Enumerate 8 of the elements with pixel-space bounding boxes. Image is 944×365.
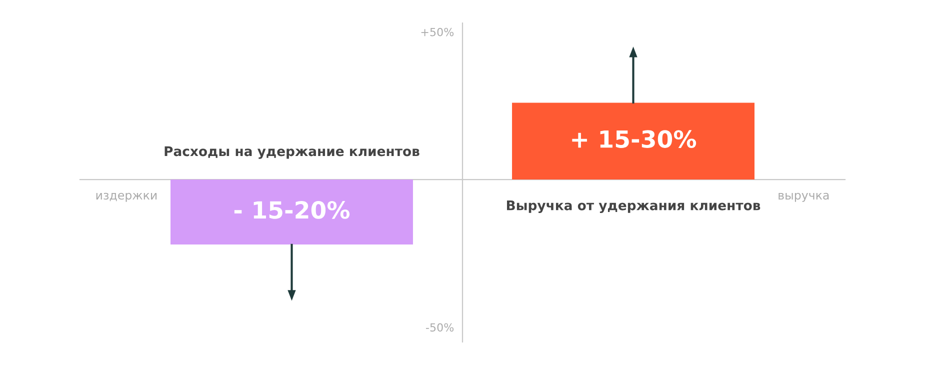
annotation: выручка	[778, 192, 829, 202]
annotation: + 15-30%	[572, 130, 696, 148]
x-tick-label: Выручка от удержания клиентов	[506, 200, 760, 213]
annotation: издержки	[96, 192, 157, 202]
y-tick-label: -50%	[426, 323, 454, 332]
y-tick-label: +50%	[421, 28, 454, 36]
annotation: - 15-20%	[234, 201, 350, 219]
x-tick-label: Расходы на удержание клиентов	[164, 146, 420, 159]
